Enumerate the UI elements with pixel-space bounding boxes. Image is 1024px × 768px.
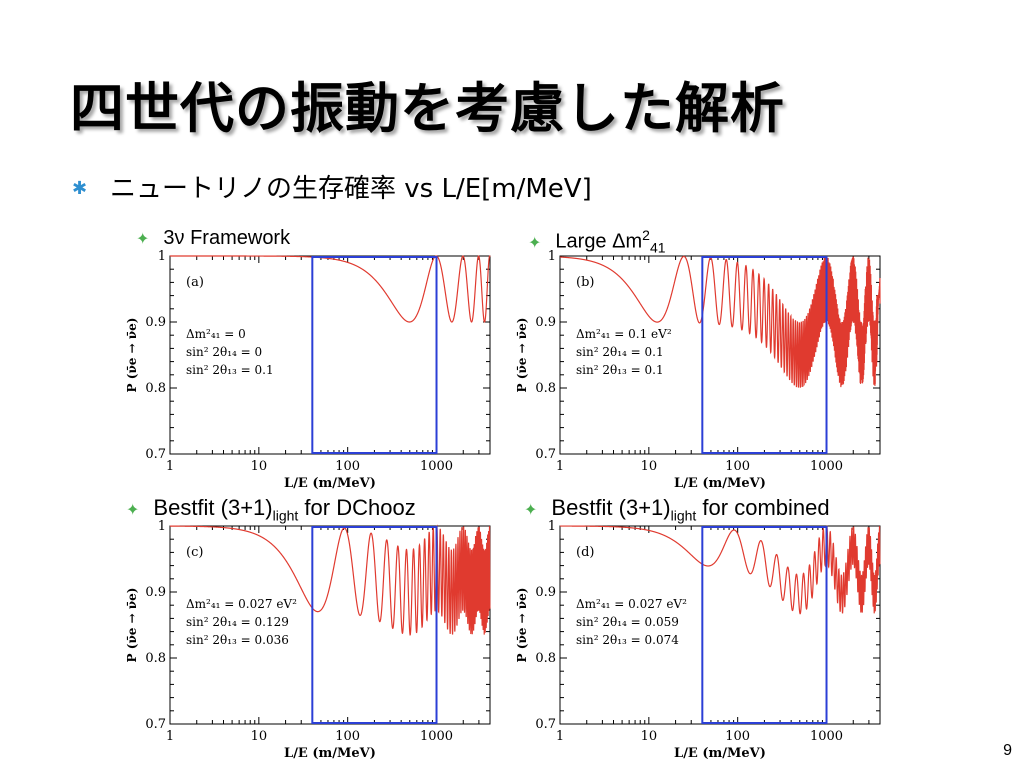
sensitivity-window: [311, 256, 438, 454]
y-tick-label: 0.9: [145, 585, 166, 600]
x-tick-label: 10: [641, 459, 658, 474]
chart-panel-a: 1 10 100 1000 0.7 0.8 0.9 1 L/E (m/MeV) P (ν̄e → …: [125, 249, 491, 491]
y-tick-label: 1: [158, 519, 166, 534]
x-tick-label: 100: [335, 729, 360, 744]
x-tick-label: 1000: [810, 459, 843, 474]
parameter-label: sin² 2θ₁₄ = 0: [186, 345, 262, 359]
panel-title-text: Bestfit (3+1): [153, 495, 273, 520]
panel-label: (a): [186, 275, 204, 290]
y-tick-label: 1: [548, 519, 556, 534]
x-tick-label: 1000: [810, 729, 843, 744]
x-tick-label: 100: [725, 459, 750, 474]
x-tick-label: 10: [251, 729, 268, 744]
panel-title-text: Bestfit (3+1): [551, 495, 671, 520]
main-bullet-text: ニュートリノの生存確率 vs L/E[m/MeV]: [110, 174, 592, 204]
parameter-label: sin² 2θ₁₃ = 0.1: [186, 363, 274, 377]
y-tick-label: 1: [548, 249, 556, 264]
x-axis-label: L/E (m/MeV): [674, 476, 766, 491]
panel-title-c: ✦ Bestfit (3+1)light for DChooz: [126, 495, 416, 523]
sensitivity-window: [701, 256, 828, 454]
panel-title-tail: for combined: [696, 495, 830, 520]
x-tick-label: 1: [556, 729, 564, 744]
x-tick-label: 1: [166, 459, 174, 474]
panel-title-sup: 2: [642, 227, 650, 243]
panel-title-sub: light: [670, 507, 697, 524]
y-tick-label: 0.8: [145, 651, 166, 666]
panel-label: (d): [576, 545, 594, 560]
parameter-label: sin² 2θ₁₄ = 0.129: [186, 615, 289, 629]
y-tick-label: 0.7: [535, 447, 556, 462]
slide-title: 四世代の振動を考慮した解析: [70, 77, 785, 140]
chart-panel-d: 1 10 100 1000 0.7 0.8 0.9 1 L/E (m/MeV) P (ν̄e → …: [515, 519, 881, 761]
y-tick-label: 0.7: [145, 717, 166, 732]
x-tick-label: 1000: [420, 729, 453, 744]
parameter-label: sin² 2θ₁₄ = 0.059: [576, 615, 679, 629]
y-tick-label: 0.9: [145, 315, 166, 330]
panel-title-text: Large Δm: [555, 230, 643, 253]
x-axis-label: L/E (m/MeV): [284, 476, 376, 491]
y-tick-label: 1: [158, 249, 166, 264]
panel-title-a: ✦ 3ν Framework: [136, 227, 290, 250]
sub-bullet-icon: ✦: [126, 502, 140, 519]
parameter-label: sin² 2θ₁₄ = 0.1: [576, 345, 664, 359]
y-tick-label: 0.9: [535, 315, 556, 330]
x-tick-label: 100: [725, 729, 750, 744]
sub-bullet-icon: ✦: [524, 502, 538, 519]
parameter-label: Δm²₄₁ = 0: [186, 327, 246, 341]
panel-title-d: ✦ Bestfit (3+1)light for combined: [524, 495, 830, 523]
parameter-label: Δm²₄₁ = 0.1 eV²: [576, 327, 672, 341]
y-axis-label: P (ν̄e → ν̄e): [125, 588, 139, 663]
panel-label: (c): [186, 545, 203, 560]
sub-bullet-icon: ✦: [528, 234, 542, 252]
panel-title-tail: for DChooz: [298, 495, 416, 520]
chart-panel-c: 1 10 100 1000 0.7 0.8 0.9 1 L/E (m/MeV) P (ν̄e → …: [125, 519, 491, 761]
y-axis-label: P (ν̄e → ν̄e): [125, 318, 139, 393]
x-tick-label: 1: [556, 459, 564, 474]
parameter-label: sin² 2θ₁₃ = 0.1: [576, 363, 664, 377]
y-tick-label: 0.8: [145, 381, 166, 396]
y-tick-label: 0.8: [535, 381, 556, 396]
y-tick-label: 0.7: [145, 447, 166, 462]
x-tick-label: 1: [166, 729, 174, 744]
panel-title-text: 3ν Framework: [163, 227, 291, 249]
parameter-label: sin² 2θ₁₃ = 0.036: [186, 633, 289, 647]
y-tick-label: 0.7: [535, 717, 556, 732]
asterisk-bullet-icon: ✱: [72, 178, 88, 199]
panel-title-sub: light: [272, 507, 299, 524]
sensitivity-window: [701, 526, 828, 724]
panel-title-sub: 41: [649, 239, 666, 256]
x-tick-label: 1000: [420, 459, 453, 474]
parameter-label: Δm²₄₁ = 0.027 eV²: [576, 597, 687, 611]
y-axis-label: P (ν̄e → ν̄e): [515, 318, 529, 393]
sub-bullet-icon: ✦: [136, 231, 150, 248]
x-tick-label: 10: [251, 459, 268, 474]
parameter-label: sin² 2θ₁₃ = 0.074: [576, 633, 679, 647]
x-axis-label: L/E (m/MeV): [674, 746, 766, 761]
parameter-label: Δm²₄₁ = 0.027 eV²: [186, 597, 297, 611]
panel-title-b: ✦ Large Δm241: [528, 227, 666, 256]
x-tick-label: 10: [641, 729, 658, 744]
y-tick-label: 0.9: [535, 585, 556, 600]
sensitivity-window: [311, 526, 438, 724]
chart-panel-b: 1 10 100 1000 0.7 0.8 0.9 1 L/E (m/MeV) P (ν̄e → …: [515, 249, 881, 491]
y-tick-label: 0.8: [535, 651, 556, 666]
panel-label: (b): [576, 275, 594, 290]
x-axis-label: L/E (m/MeV): [284, 746, 376, 761]
probability-curve: [170, 255, 491, 323]
x-tick-label: 100: [335, 459, 360, 474]
page-number: 9: [1003, 742, 1012, 759]
y-axis-label: P (ν̄e → ν̄e): [515, 588, 529, 663]
